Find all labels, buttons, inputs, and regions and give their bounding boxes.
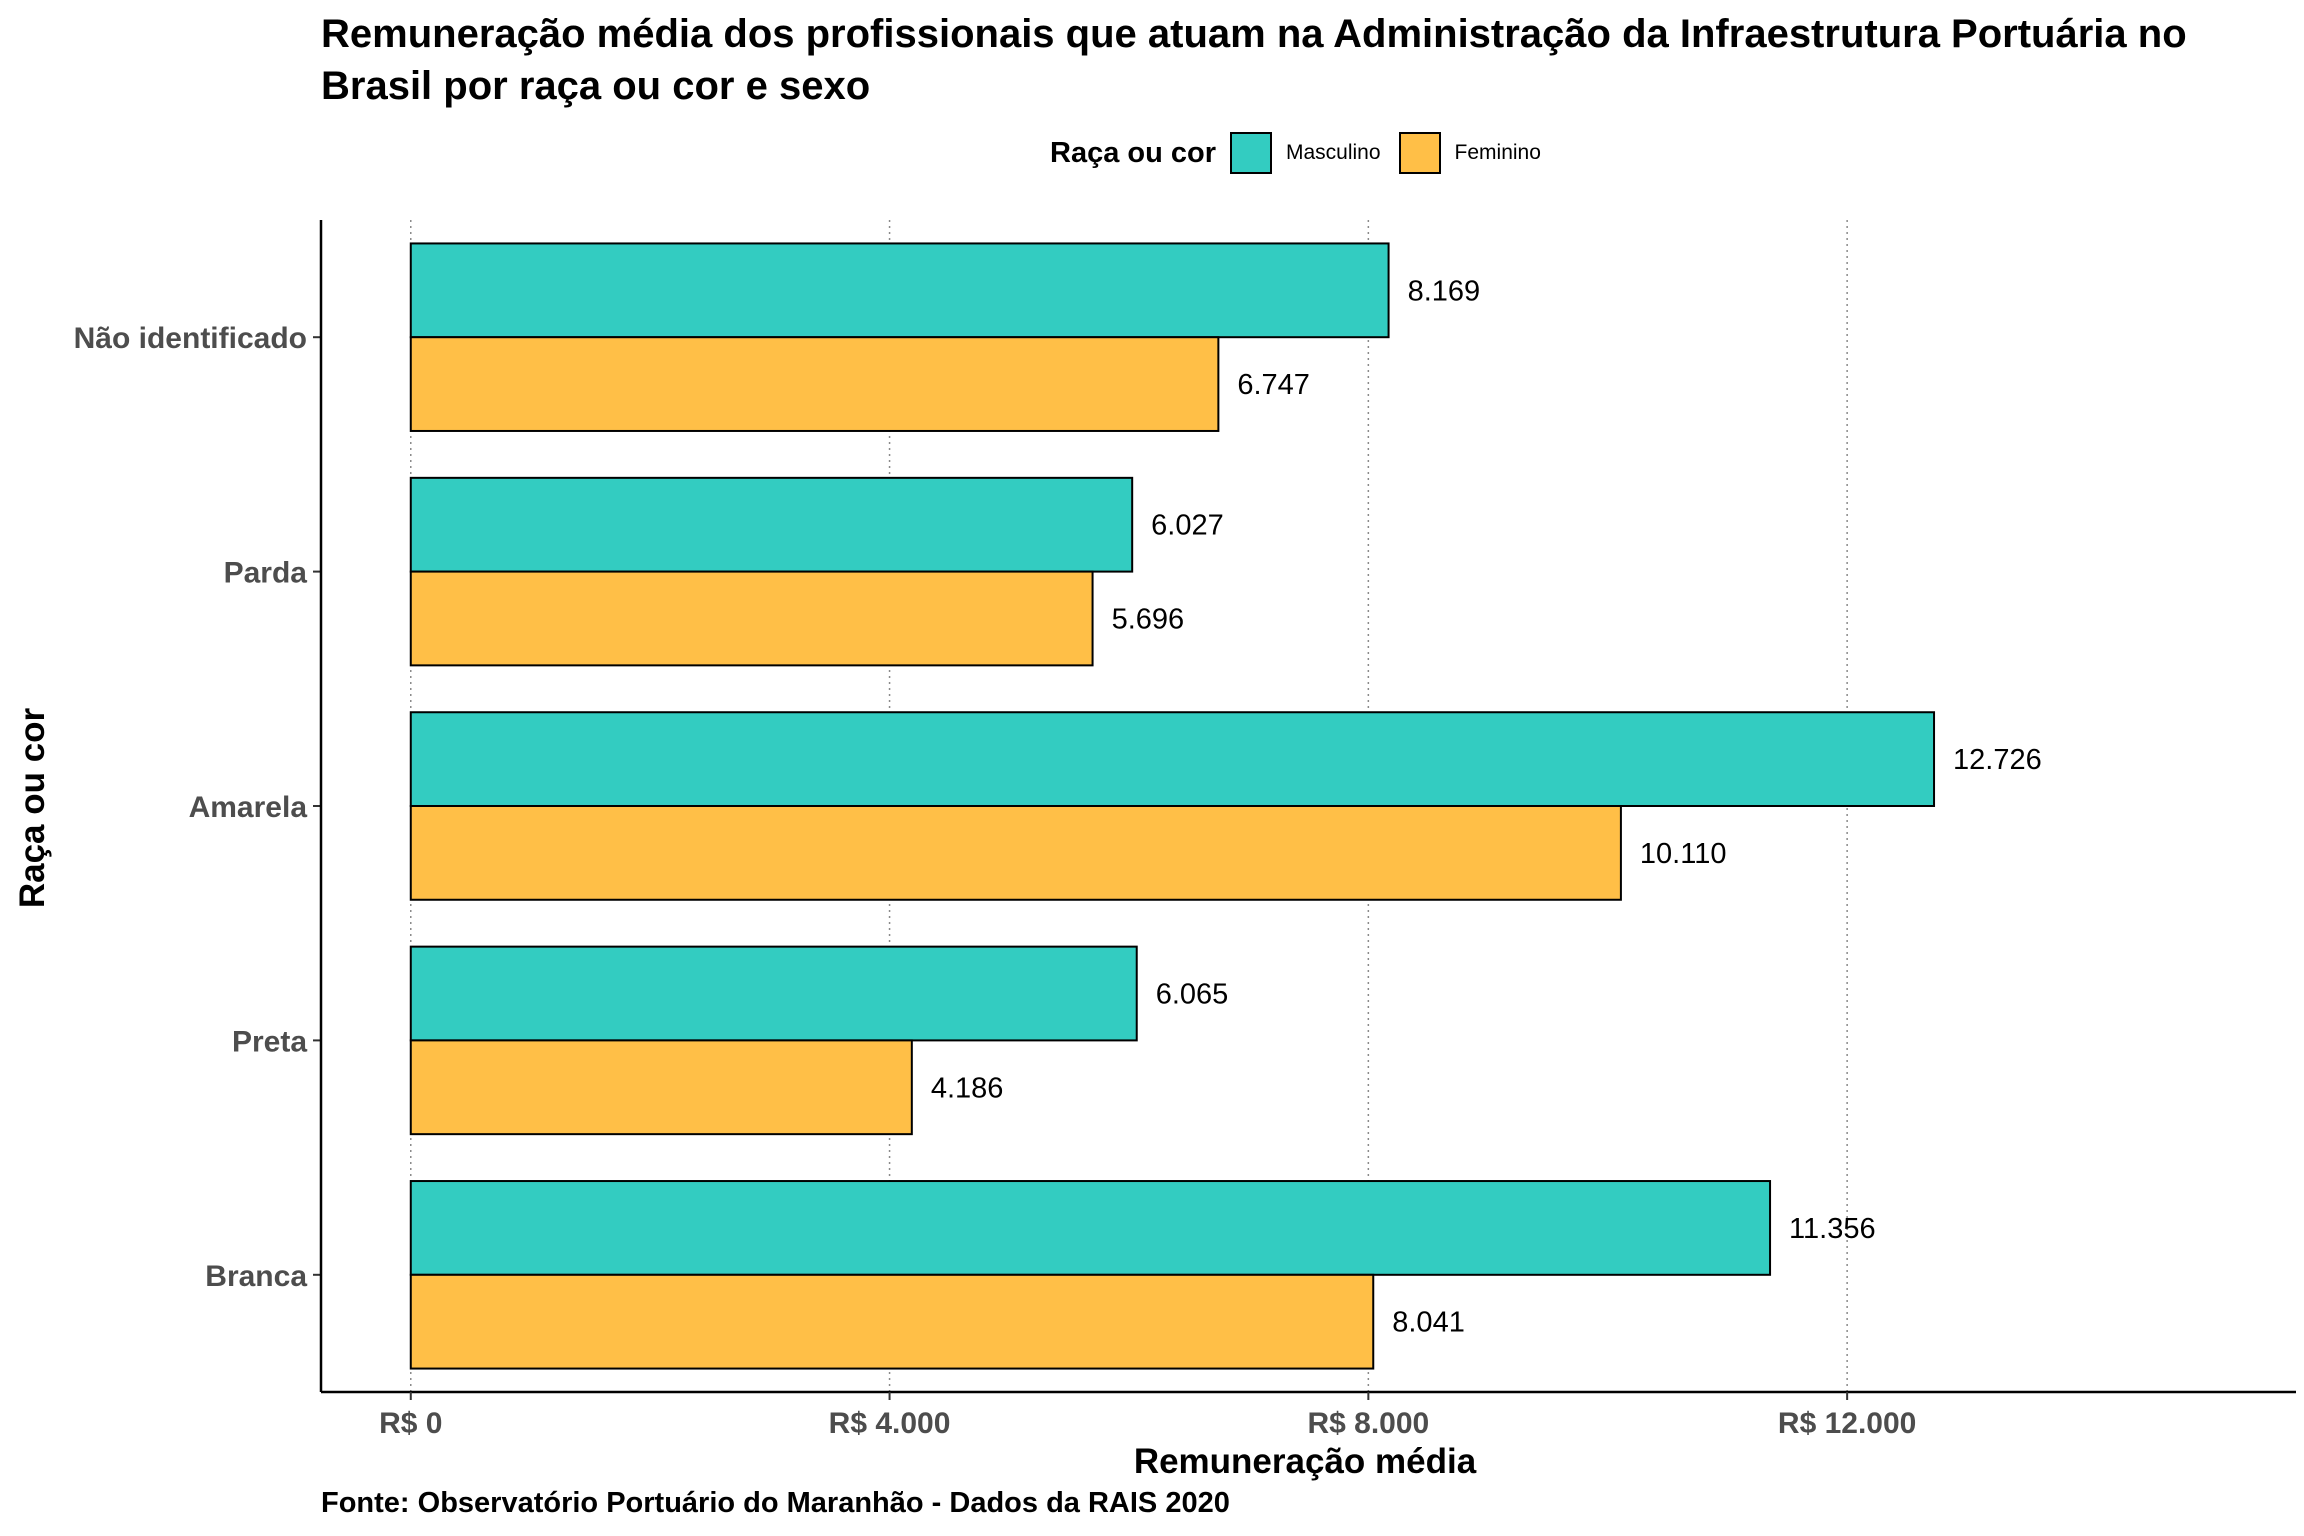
chart-title: Remuneração média dos profissionais que … <box>321 12 2187 108</box>
bars <box>409 242 1936 1370</box>
legend-label-masculino: Masculino <box>1286 141 1381 164</box>
data-label-masculino-4: 11.356 <box>1789 1213 1876 1245</box>
data-label-feminino-3: 4.186 <box>931 1072 1004 1104</box>
legend: Raça ou cor Masculino Feminino <box>1050 128 1559 178</box>
x-tick-label-3: R$ 12.000 <box>1778 1407 1916 1440</box>
legend-key-masculino <box>1230 132 1272 174</box>
data-label-masculino-0: 8.169 <box>1408 275 1481 307</box>
bar-feminino-2 <box>409 805 1622 901</box>
bar-feminino-1 <box>409 570 1094 667</box>
data-label-masculino-3: 6.065 <box>1156 979 1229 1011</box>
y-axis-title: Raça ou cor <box>13 707 52 908</box>
y-tick-label-2: Amarela <box>189 791 308 824</box>
y-tick-label-3: Preta <box>232 1025 307 1058</box>
legend-item-masculino: Masculino <box>1230 132 1381 174</box>
y-tick-label-1: Parda <box>224 557 308 590</box>
data-label-feminino-1: 5.696 <box>1112 603 1185 635</box>
y-tick-label-4: Branca <box>205 1260 307 1293</box>
bar-masculino-4 <box>409 1180 1772 1276</box>
legend-item-feminino: Feminino <box>1398 132 1541 174</box>
x-tick-label-2: R$ 8.000 <box>1307 1407 1429 1440</box>
bar-feminino-3 <box>409 1039 913 1136</box>
x-tick-label-1: R$ 4.000 <box>829 1407 951 1440</box>
bar-masculino-0 <box>409 242 1390 339</box>
bar-masculino-1 <box>409 476 1134 573</box>
data-label-feminino-0: 6.747 <box>1237 369 1310 401</box>
bar-masculino-2 <box>409 711 1936 807</box>
data-label-masculino-2: 12.726 <box>1953 744 2042 776</box>
data-label-masculino-1: 6.027 <box>1151 510 1224 542</box>
legend-title: Raça ou cor <box>1050 136 1216 169</box>
x-axis-title: Remuneração média <box>1134 1442 1477 1481</box>
bar-masculino-3 <box>409 945 1138 1042</box>
data-label-feminino-4: 8.041 <box>1392 1307 1465 1339</box>
data-label-feminino-2: 10.110 <box>1640 838 1727 870</box>
y-tick-label-0: Não identificado <box>74 322 307 355</box>
bar-feminino-0 <box>409 336 1220 432</box>
legend-label-feminino: Feminino <box>1454 141 1541 164</box>
axes: Não identificado Parda Amarela Preta Branca R… <box>74 220 2296 1440</box>
bar-feminino-4 <box>409 1273 1375 1370</box>
data-labels: 8.169 6.747 6.027 5.696 12.726 10.110 6.065 4.1… <box>931 275 2042 1338</box>
x-tick-label-0: R$ 0 <box>379 1407 442 1440</box>
source-note: Fonte: Observatório Portuário do Maranhã… <box>321 1487 1230 1519</box>
legend-key-feminino <box>1398 132 1441 174</box>
